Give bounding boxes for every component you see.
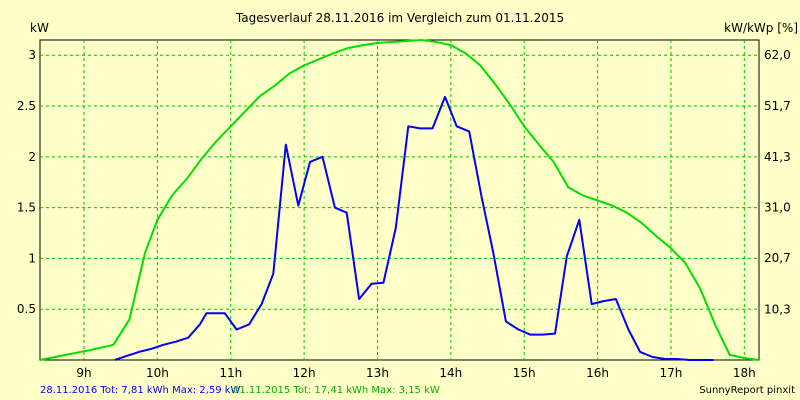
y2-tick-label: 62,0 <box>764 48 791 62</box>
x-tick-label: 9h <box>76 366 91 380</box>
y2-tick-label: 31,0 <box>764 201 791 215</box>
y2-tick-label: 51,7 <box>764 99 791 113</box>
y2-tick-label: 10,3 <box>764 302 791 316</box>
y-tick-label: 1.5 <box>17 201 36 215</box>
grid-lines <box>40 40 759 360</box>
y-axis-label-left: kW <box>30 21 49 35</box>
y2-tick-label: 20,7 <box>764 251 791 265</box>
legend-series-1: 28.11.2016 Tot: 7,81 kWh Max: 2,59 kW <box>40 385 241 396</box>
y2-tick-label: 41,3 <box>764 150 791 164</box>
x-tick-label: 12h <box>293 366 316 380</box>
legend-series-2: 01.11.2015 Tot: 17,41 kWh Max: 3,15 kW <box>233 385 440 396</box>
x-tick-label: 18h <box>733 366 756 380</box>
series-lines <box>39 39 760 361</box>
series-line-2016 <box>114 95 714 361</box>
y-axis-label-right: kW/kWp [%] <box>724 21 798 35</box>
x-tick-label: 11h <box>219 366 242 380</box>
x-tick-label: 13h <box>366 366 389 380</box>
x-tick-label: 10h <box>146 366 169 380</box>
y-tick-label: 3 <box>28 48 36 62</box>
y-tick-label: 1 <box>28 251 36 265</box>
y-tick-label: 2 <box>28 150 36 164</box>
tick-labels: 9h 10h 11h 12h 13h 14h 15h 16h 17h 18h 0.5 1 1.5 2 2.5… <box>17 48 791 380</box>
x-tick-label: 17h <box>660 366 683 380</box>
chart-title: Tagesverlauf 28.11.2016 im Vergleich zum… <box>235 11 564 25</box>
y-tick-label: 0.5 <box>17 302 36 316</box>
x-tick-label: 14h <box>439 366 462 380</box>
y-tick-label: 2.5 <box>17 99 36 113</box>
credit-text: SunnyReport pinxit <box>699 385 795 396</box>
x-tick-label: 16h <box>586 366 609 380</box>
x-tick-label: 15h <box>513 366 536 380</box>
series-line-2015 <box>39 39 760 361</box>
